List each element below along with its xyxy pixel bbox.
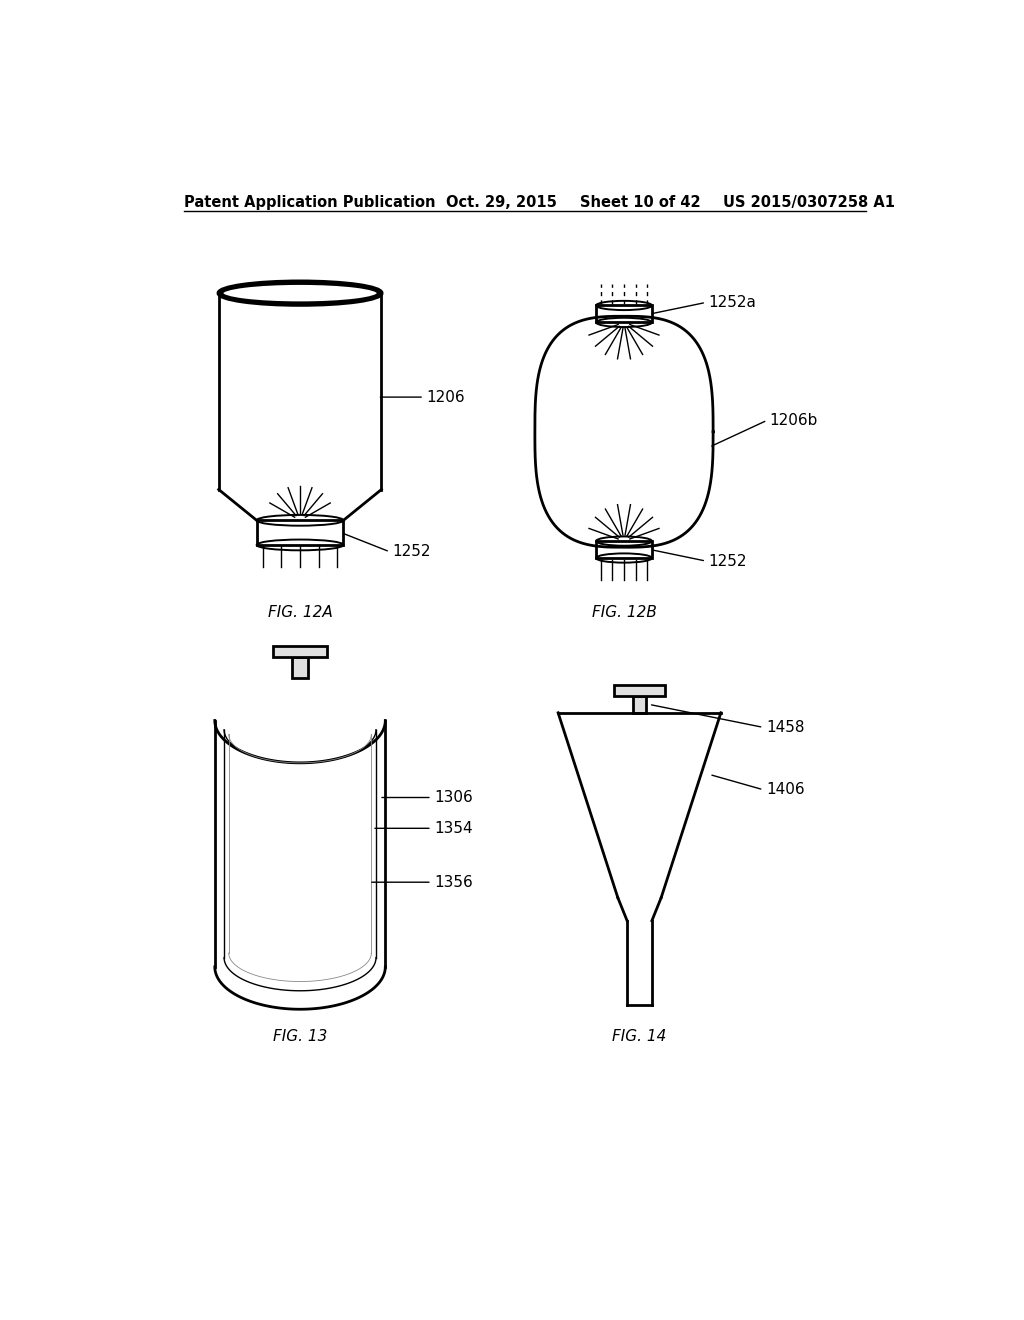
Text: 1252: 1252 bbox=[392, 544, 431, 560]
Bar bbox=[614, 685, 665, 696]
Text: FIG. 13: FIG. 13 bbox=[272, 1028, 328, 1044]
Text: US 2015/0307258 A1: US 2015/0307258 A1 bbox=[723, 195, 895, 210]
Text: 1356: 1356 bbox=[434, 875, 473, 890]
Text: 1252a: 1252a bbox=[709, 294, 757, 310]
Text: Sheet 10 of 42: Sheet 10 of 42 bbox=[580, 195, 700, 210]
Bar bbox=[257, 520, 343, 545]
Ellipse shape bbox=[222, 284, 378, 302]
Bar bbox=[596, 305, 652, 322]
Text: Patent Application Publication: Patent Application Publication bbox=[183, 195, 435, 210]
Text: FIG. 14: FIG. 14 bbox=[612, 1028, 667, 1044]
Text: 1354: 1354 bbox=[434, 821, 473, 836]
Text: 1206: 1206 bbox=[426, 389, 465, 405]
Text: Oct. 29, 2015: Oct. 29, 2015 bbox=[445, 195, 557, 210]
Text: 1252: 1252 bbox=[709, 553, 746, 569]
Bar bbox=[273, 645, 328, 656]
Text: 1206b: 1206b bbox=[770, 413, 818, 428]
Bar bbox=[596, 541, 652, 558]
Text: FIG. 12B: FIG. 12B bbox=[592, 605, 656, 620]
Text: 1406: 1406 bbox=[766, 783, 805, 797]
Text: 1306: 1306 bbox=[434, 789, 473, 805]
Bar bbox=[633, 696, 646, 713]
Text: 1458: 1458 bbox=[766, 719, 804, 735]
Bar bbox=[292, 656, 308, 678]
Text: FIG. 12A: FIG. 12A bbox=[267, 605, 333, 620]
